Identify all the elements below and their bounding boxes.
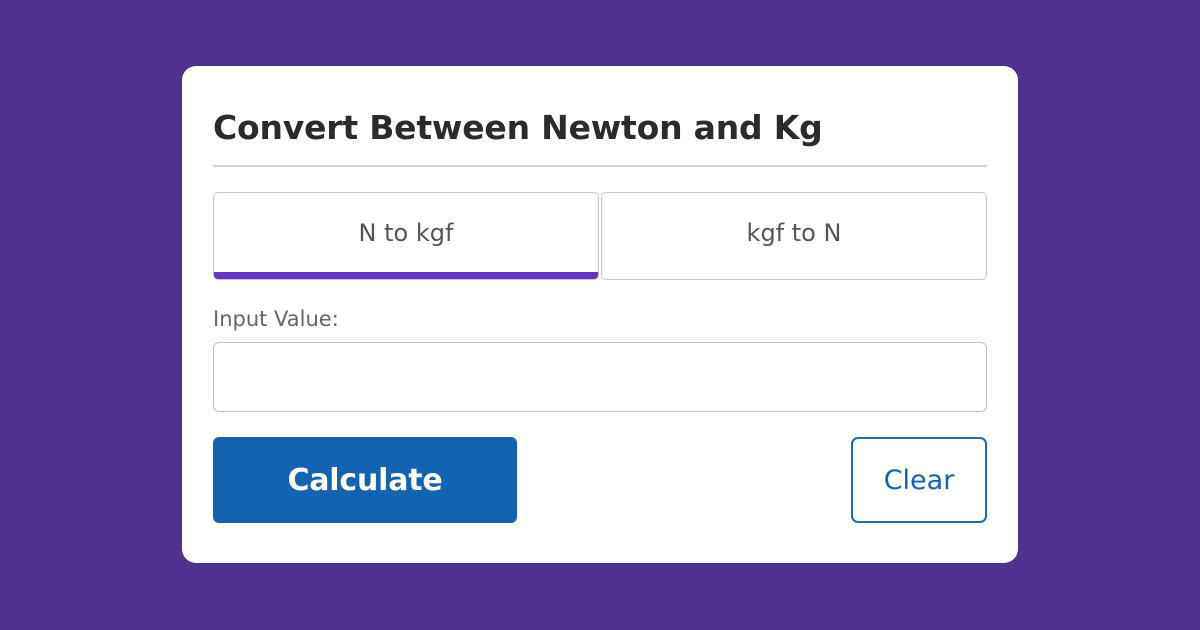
- tab-kgf-to-n-label: kgf to N: [746, 219, 842, 248]
- page-title: Convert Between Newton and Kg: [213, 108, 823, 147]
- input-value-label: Input Value:: [213, 307, 339, 332]
- active-tab-indicator: [214, 272, 598, 280]
- tab-n-to-kgf[interactable]: N to kgf: [213, 192, 599, 281]
- clear-button[interactable]: Clear: [851, 437, 987, 524]
- calculate-button[interactable]: Calculate: [213, 437, 517, 524]
- title-divider: [213, 165, 987, 168]
- converter-card: Convert Between Newton and Kg N to kgf k…: [182, 66, 1018, 563]
- tab-n-to-kgf-label: N to kgf: [358, 219, 454, 248]
- tab-kgf-to-n[interactable]: kgf to N: [601, 192, 987, 281]
- conversion-direction-tabs: N to kgf kgf to N: [213, 192, 987, 281]
- action-button-row: Calculate Clear: [213, 437, 987, 524]
- input-value-field[interactable]: [213, 342, 987, 413]
